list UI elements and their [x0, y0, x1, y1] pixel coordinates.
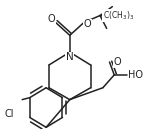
- Text: HO: HO: [128, 70, 143, 80]
- Text: O: O: [84, 20, 92, 29]
- Text: C(CH$_3$)$_3$: C(CH$_3$)$_3$: [103, 9, 134, 22]
- Text: O: O: [48, 14, 56, 24]
- Text: O: O: [113, 57, 121, 67]
- Text: Cl: Cl: [4, 109, 14, 119]
- Text: N: N: [66, 52, 74, 62]
